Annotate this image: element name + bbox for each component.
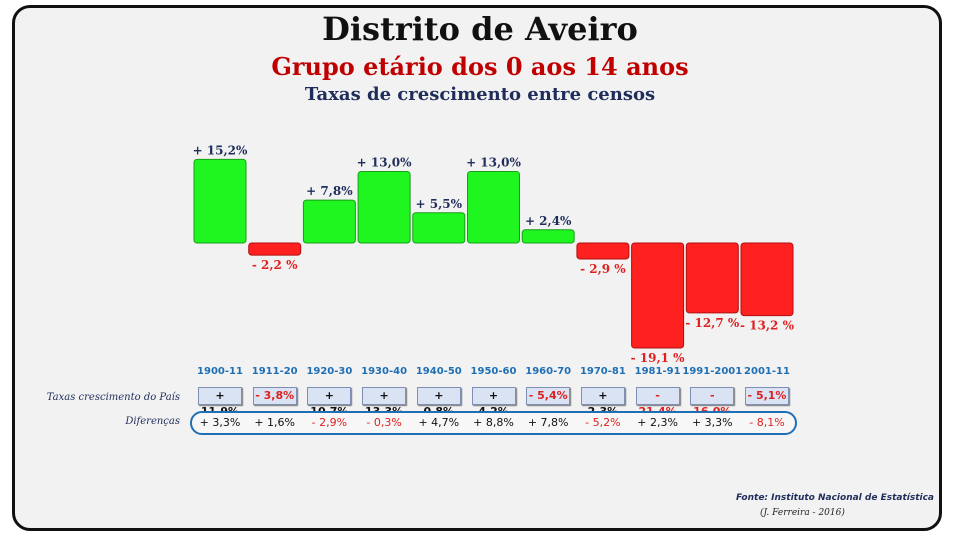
national-rate-1911-20: - 3,8% [252,387,297,405]
value-label-1981-91: - 19,1 % [631,351,686,365]
chart-subtitle: Grupo etário dos 0 aos 14 anos [271,52,689,81]
bar-2001-11 [740,242,794,317]
bar-1991-2001 [685,242,739,314]
bar-1900-11 [193,158,247,244]
difference-1970-81: - 5,2% [585,416,621,429]
value-label-1900-11: + 15,2% [193,143,248,157]
value-label-1911-20: - 2,2 % [252,258,298,272]
national-rate-1950-60: + 4,2% [471,387,516,418]
national-rate-1940-50: + 0,8% [416,387,461,418]
value-label-1920-30: + 7,8% [306,184,353,198]
category-label-1920-30: 1920-30 [306,366,352,377]
national-rates-label: Taxas crescimento do País [46,392,180,403]
bar-1940-50 [412,212,466,244]
national-rate-1920-30: + 10,7% [307,387,352,418]
value-label-1950-60: + 13,0% [466,156,521,170]
difference-1991-2001: + 3,3% [691,416,733,429]
bar-1970-81 [576,242,630,260]
category-label-1950-60: 1950-60 [471,366,517,377]
differences-pill [190,411,797,435]
chart-subtitle-secondary: Taxas de crescimento entre censos [304,84,656,105]
differences-label: Diferenças [125,416,180,427]
national-rate-2001-11: - 5,1% [745,387,789,405]
category-label-1981-91: 1981-91 [635,366,681,377]
category-label-1970-81: 1970-81 [580,366,626,377]
bar-1960-70 [521,229,575,244]
difference-1940-50: + 4,7% [418,416,460,429]
bar-1911-20 [248,242,302,256]
national-rate-1960-70: - 5,4% [526,387,571,405]
value-label-1991-2001: - 12,7 % [685,316,740,330]
value-label-2001-11: - 13,2 % [740,319,795,333]
value-label-1970-81: - 2,9 % [580,262,626,276]
national-rate-1981-91: - 21,4% [635,387,680,418]
difference-1960-70: + 7,8% [527,416,569,429]
difference-1900-11: + 3,3% [199,416,241,429]
category-label-1911-20: 1911-20 [252,366,298,377]
difference-1930-40: - 0,3% [366,416,402,429]
value-label-1930-40: + 13,0% [357,156,412,170]
category-label-1900-11: 1900-11 [197,366,243,377]
national-rate-1930-40: + 13,3% [362,387,407,418]
category-label-1930-40: 1930-40 [361,366,407,377]
national-rate-1991-2001: - 16,0% [690,387,735,418]
source-note: Fonte: Instituto Nacional de Estatística [735,493,934,503]
difference-1950-60: + 8,8% [473,416,514,429]
national-rate-1970-81: + 2,3% [580,387,625,418]
chart-title: Distrito de Aveiro [322,10,638,48]
category-label-1940-50: 1940-50 [416,366,462,377]
bar-1920-30 [302,199,356,244]
bar-1981-91 [631,242,685,349]
difference-2001-11: - 8,1% [749,416,785,429]
difference-1920-30: - 2,9% [311,416,348,429]
value-label-1940-50: + 5,5% [416,197,463,211]
category-label-1991-2001: 1991-2001 [682,366,742,377]
author-note: (J. Ferreira - 2016) [760,508,845,518]
category-label-2001-11: 2001-11 [744,366,790,377]
difference-1911-20: + 1,6% [254,416,296,429]
difference-1981-91: + 2,3% [637,416,678,429]
bar-1930-40 [357,171,411,244]
value-label-1960-70: + 2,4% [525,214,572,228]
bar-1950-60 [467,171,520,244]
national-rate-1900-11: + 11,9% [198,387,242,418]
category-label-1960-70: 1960-70 [525,366,571,377]
